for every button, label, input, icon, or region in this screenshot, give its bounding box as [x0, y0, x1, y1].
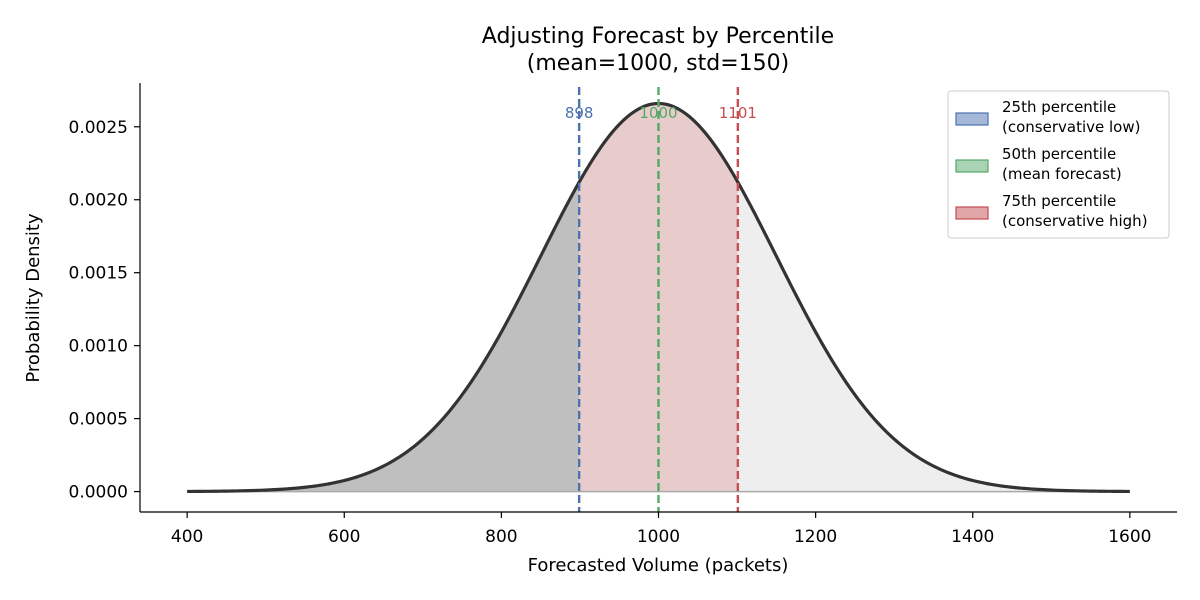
y-tick-label: 0.0025: [69, 118, 128, 138]
x-tick-label: 600: [328, 527, 360, 547]
chart-title: Adjusting Forecast by Percentile: [482, 24, 834, 49]
legend-sublabel: (conservative low): [1002, 118, 1140, 136]
y-tick-label: 0.0005: [69, 410, 128, 430]
plot-area: 898 1000 1101 400 600 800 1000 1200 1400 1600 0.00…: [69, 83, 1177, 547]
x-axis-label: Forecasted Volume (packets): [528, 555, 789, 576]
x-tick-label: 1000: [637, 527, 680, 547]
percentile-50-value-label: 1000: [639, 104, 677, 122]
y-tick-label: 0.0020: [69, 191, 128, 211]
y-axis-label: Probability Density: [23, 213, 44, 383]
percentile-25-value-label: 898: [565, 104, 594, 122]
legend-swatch: [955, 112, 989, 126]
legend-label: 75th percentile: [1002, 192, 1116, 210]
y-tick-label: 0.0010: [69, 337, 128, 357]
chart-subtitle: (mean=1000, std=150): [527, 51, 789, 76]
shaded-region-1: [187, 182, 580, 492]
legend-sublabel: (mean forecast): [1002, 165, 1122, 183]
legend-swatch: [955, 159, 989, 173]
legend-swatch: [955, 206, 989, 220]
legend-sublabel: (conservative high): [1002, 212, 1148, 230]
shaded-region-3: [737, 182, 1130, 492]
legend-frame: [947, 90, 1170, 239]
x-tick-label: 1200: [794, 527, 837, 547]
x-tick-label: 1400: [951, 527, 994, 547]
x-tick-label: 1600: [1108, 527, 1151, 547]
legend: 25th percentile (conservative low) 50th pe…: [947, 90, 1170, 239]
y-tick-label: 0.0000: [69, 483, 128, 503]
x-tick-label: 400: [171, 527, 203, 547]
x-tick-label: 800: [485, 527, 517, 547]
percentile-75-value-label: 1101: [719, 104, 757, 122]
legend-label: 25th percentile: [1002, 98, 1116, 116]
legend-label: 50th percentile: [1002, 145, 1116, 163]
y-tick-label: 0.0015: [69, 264, 128, 284]
